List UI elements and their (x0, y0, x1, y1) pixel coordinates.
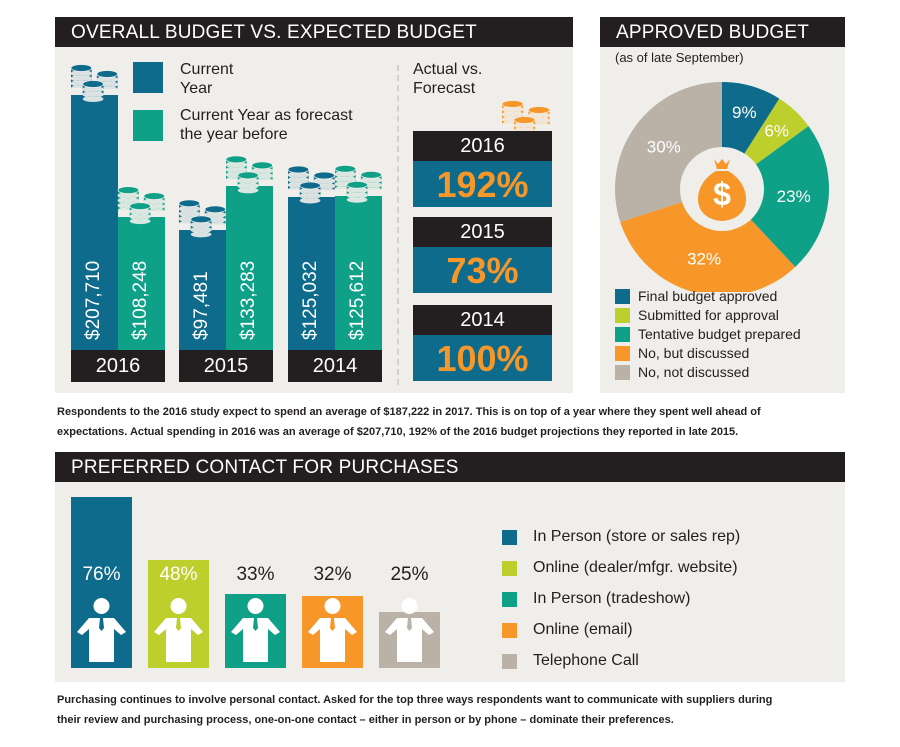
svg-text:$: $ (713, 176, 731, 212)
pie-slice-label: 23% (777, 187, 811, 206)
coin-stack-icon (70, 64, 118, 102)
contact-title: PREFERRED CONTACT FOR PURCHASES (55, 452, 845, 482)
legend-label: Telephone Call (533, 652, 639, 669)
legend-current-swatch (133, 62, 163, 93)
budget-bar (226, 186, 273, 350)
person-icon (231, 598, 280, 662)
forecast-percent: 73% (413, 247, 552, 293)
forecast-year: 2015 (413, 217, 552, 247)
budget-bar (179, 230, 226, 350)
legend-label: In Person (store or sales rep) (533, 528, 741, 545)
forecast-percent: 100% (413, 335, 552, 381)
legend-swatch (615, 308, 630, 323)
coin-stack-icon (334, 164, 382, 203)
contact-bar-label: 76% (82, 564, 121, 585)
legend-swatch (502, 592, 517, 607)
coin-stack-icon (178, 199, 226, 238)
legend-swatch (615, 365, 630, 380)
person-icon (308, 598, 357, 662)
legend-forecast-swatch (133, 110, 163, 141)
legend-label: In Person (tradeshow) (533, 590, 691, 607)
approved-budget-subtitle: (as of late September) (615, 50, 744, 65)
contact-bar-label: 33% (236, 564, 275, 585)
budget-bar (71, 95, 118, 350)
coin-stack-icon (117, 186, 165, 225)
legend-label: Submitted for approval (638, 307, 779, 323)
contact-paragraph: Purchasing continues to involve personal… (57, 694, 773, 726)
pie-slice (722, 126, 829, 267)
legend-swatch (502, 654, 517, 669)
legend-label: Tentative budget prepared (638, 326, 801, 342)
contact-bar-chart: 76% 48% 33% 32% 25% (55, 452, 475, 682)
approved-budget-title: APPROVED BUDGET (600, 17, 845, 47)
forecast-percent: 192% (413, 161, 552, 207)
actual-vs-forecast-title: Actual vs. Forecast (413, 61, 483, 97)
legend-label: Online (email) (533, 621, 633, 638)
year-label: 2015 (179, 350, 273, 382)
coin-stack-icon (225, 155, 273, 194)
budget-paragraph: Respondents to the 2016 study expect to … (57, 406, 761, 438)
divider (397, 65, 399, 385)
legend-swatch (502, 561, 517, 576)
year-label: 2014 (288, 350, 382, 382)
coin-stack-icon (501, 100, 550, 138)
contact-bar-label: 32% (313, 564, 352, 585)
person-icon (77, 598, 126, 662)
pie-slice-label: 30% (647, 138, 681, 157)
coin-layer (70, 64, 382, 238)
budget-bar (335, 195, 382, 350)
coin-stack-icon (287, 165, 335, 204)
budget-bar (118, 217, 165, 350)
forecast-year: 2016 (413, 131, 552, 161)
legend-label: Online (dealer/mfgr. website) (533, 559, 738, 576)
pie-slice-label: 9% (732, 103, 757, 122)
budget-title: OVERALL BUDGET VS. EXPECTED BUDGET (55, 17, 573, 47)
legend-label: No, but discussed (638, 345, 750, 361)
legend-swatch (615, 327, 630, 342)
legend-swatch (615, 289, 630, 304)
approved-budget-pie: 9% 6% 23% 32% 30% $ (615, 82, 829, 292)
person-icon (154, 598, 203, 662)
budget-panel: OVERALL BUDGET VS. EXPECTED BUDGET $207,… (55, 17, 573, 393)
legend-forecast-label: Current Year as forecast the year before (180, 107, 353, 143)
legend-current-label: Current Year (180, 61, 234, 97)
money-bag-icon: $ (697, 159, 747, 221)
legend-label: No, not discussed (638, 364, 750, 380)
legend-swatch (502, 530, 517, 545)
contact-panel: PREFERRED CONTACT FOR PURCHASES 76% 48% 33… (55, 452, 845, 682)
contact-bar-label: 48% (159, 564, 198, 585)
legend-swatch (502, 623, 517, 638)
legend-label: Final budget approved (638, 288, 778, 304)
person-icon (385, 598, 434, 662)
year-label: 2016 (71, 350, 165, 382)
contact-bar-label: 25% (390, 564, 429, 585)
pie-slice (620, 189, 796, 292)
approved-budget-panel: APPROVED BUDGET (as of late September) 9… (600, 17, 845, 393)
forecast-year: 2014 (413, 305, 552, 335)
budget-bar (288, 196, 335, 350)
pie-slice-label: 6% (764, 122, 789, 141)
pie-slice-label: 32% (687, 250, 721, 269)
budget-bar-chart: $207,710 $108,248 2016 $97,481 $133,283 2015 $… (55, 17, 395, 393)
legend-swatch (615, 346, 630, 361)
